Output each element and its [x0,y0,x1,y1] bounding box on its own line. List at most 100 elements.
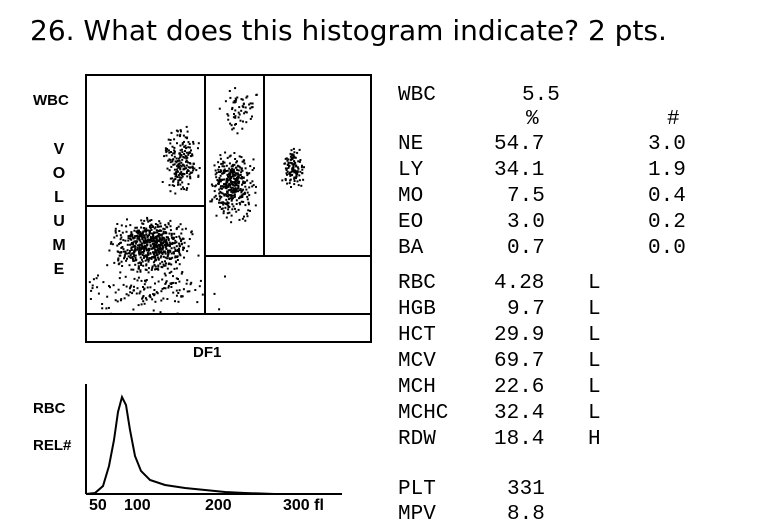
scatter-dot [159,246,162,249]
scatter-dot [123,255,126,258]
scatter-dot [161,278,164,281]
scatter-dot [181,295,184,298]
diff-abs: 0.2 [648,211,686,234]
scatter-dot [234,87,237,90]
scatter-dot [185,125,188,128]
scatter-dot [219,187,222,190]
scatter-dot [173,242,176,245]
wbc-name: WBC [398,84,436,107]
scatter-dot [136,240,139,243]
scatter-dot [136,248,139,251]
scatter-dot [170,131,173,134]
scatter-dot [160,255,163,258]
hist-tick-label: 200 [205,497,232,514]
scatter-dot [220,170,222,173]
scatter-dot [136,287,139,290]
scatter-dot [179,144,182,147]
scatter-dot [129,224,132,227]
scatter-dot [140,264,143,266]
scatter-dot [189,175,192,178]
scatter-dot [158,244,161,247]
scatter-dot [179,164,182,167]
scatter-dot [245,111,248,114]
scatter-dot [231,169,234,172]
scatter-dot [246,95,249,98]
scatter-dot [249,182,252,185]
scatter-dot [231,182,234,185]
scatter-dot [114,299,117,302]
scatter-dot [120,251,123,254]
scatter-dot [232,116,235,119]
scatter-dot [227,184,230,187]
scatter-dot [224,100,227,103]
scatter-dot [166,255,169,258]
scatter-dot [290,162,293,165]
scatter-dot [236,96,239,99]
volume-letter: M [52,237,66,254]
scatter-dot [236,177,239,180]
scatter-dot [164,149,167,152]
scatter-dot [167,253,170,256]
scatter-dot [239,203,242,206]
scatter-dot [147,260,150,263]
scatter-dot [166,167,169,170]
rbc-param-flag: L [588,298,601,321]
scatter-dot [138,292,141,295]
scatter-dot [186,170,188,173]
rbc-param-name: HCT [398,324,436,347]
scatter-dot [164,252,167,255]
scatter-dot [167,138,170,141]
scatter-dot [225,179,228,182]
scatter-dot [165,240,167,243]
scatter-dot [228,198,230,201]
scatter-dot [252,158,255,161]
scatter-dot [169,139,172,141]
scatter-dot [237,184,240,187]
scatter-dot [219,169,222,172]
scatter-dot [154,255,157,258]
scatter-dot [296,166,299,169]
scatter-dot [161,248,164,251]
scatter-dot [222,203,225,206]
scatter-dot [222,186,225,189]
scatter-dot [239,174,242,177]
scatter-dot [158,236,161,239]
scatter-dot [291,158,294,161]
scatter-dot [142,239,145,242]
scatter-dot [116,300,119,303]
scatter-dot [109,312,112,315]
scatter-dot [152,243,155,246]
scatter-dot [160,241,163,244]
scatter-dot [167,251,170,254]
scatter-dot [129,249,131,252]
scatter-dot [240,98,243,101]
scatter-dot [145,279,148,281]
scatter-dot [244,106,247,109]
scatter-dot [180,243,183,246]
scatter-dot [237,111,240,114]
scatter-dot [252,184,255,187]
scatter-dot [154,235,157,238]
scatter-dot [219,157,222,160]
scatter-dot [233,193,236,196]
scatter-dot [285,169,288,172]
scatter-dot [215,214,218,217]
scatter-dot [173,138,176,141]
scatter-dot [248,194,251,197]
scatter-dot [117,288,120,291]
scatter-dot [220,195,223,198]
scatter-dot [174,192,177,195]
scatter-dot [244,167,247,170]
scatter-dot [217,168,220,171]
scatter-dot [168,241,171,244]
scatter-dot [240,167,243,170]
scatter-dot [152,246,155,248]
scatter-dot [225,170,228,172]
scatter-dot [149,286,152,289]
scatter-dot [176,142,178,145]
scatter-dot [137,235,140,238]
scatter-dot [182,246,185,249]
scatter-dot [161,253,164,255]
rbc-param-flag: L [588,350,601,373]
scatter-dot [254,204,257,207]
